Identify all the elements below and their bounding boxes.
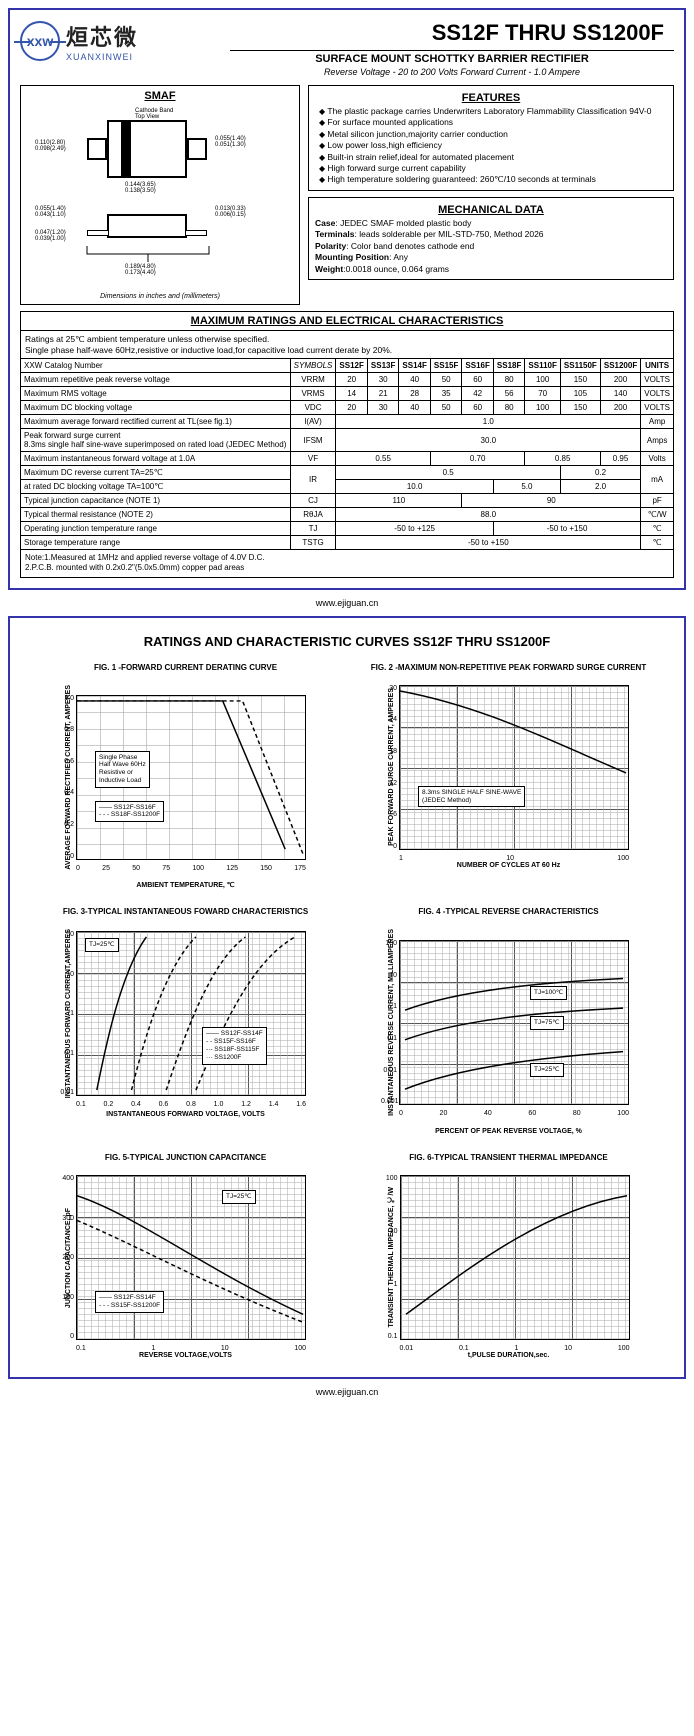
ratings-intro: Ratings at 25℃ ambient temperature unles… <box>20 331 674 358</box>
chart-title: FIG. 2 -MAXIMUM NON-REPETITIVE PEAK FORW… <box>371 663 646 681</box>
chart-title: FIG. 3-TYPICAL INSTANTANEOUS FOWARD CHAR… <box>63 907 308 925</box>
x-ticks: 0255075100125150175 <box>76 865 306 872</box>
y-ticks: 1.00.80.60.40.20 <box>58 695 74 860</box>
chart-6: FIG. 6-TYPICAL TRANSIENT THERMAL IMPEDAN… <box>357 1153 660 1359</box>
logo-cn: 烜芯微 <box>66 20 138 52</box>
x-ticks: 0.10.20.40.60.81.01.21.41.6 <box>76 1101 306 1108</box>
charts-grid: FIG. 1 -FORWARD CURRENT DERATING CURVEAV… <box>20 655 674 1367</box>
footer-1: www.ejiguan.cn <box>0 598 694 608</box>
logo-en: XUANXINWEI <box>66 52 138 62</box>
chart-2: FIG. 2 -MAXIMUM NON-REPETITIVE PEAK FORW… <box>357 663 660 890</box>
chart-plot: TJ=100℃TJ=75℃TJ=25℃ <box>399 940 629 1105</box>
package-panel: SMAF Cathode Band Top View 0.110(2.80) 0… <box>20 85 300 305</box>
logo: xxw 烜芯微 XUANXINWEI <box>20 20 230 62</box>
x-axis-label: INSTANTANEOUS FORWARD VOLTAGE, VOLTS <box>106 1111 265 1118</box>
feature-item: The plastic package carries Underwriters… <box>319 106 667 117</box>
feature-item: High forward surge current capability <box>319 163 667 174</box>
feature-item: Metal silicon junction,majority carrier … <box>319 129 667 140</box>
spec-line: Reverse Voltage - 20 to 200 Volts Forwar… <box>230 67 674 77</box>
x-axis-label: AMBIENT TEMPERATURE, ℃ <box>136 881 234 889</box>
x-ticks: 020406080100 <box>399 1110 629 1117</box>
x-axis-label: PERCENT OF PEAK REVERSE VOLTAGE, % <box>435 1128 582 1135</box>
feature-item: Low power loss,high efficiency <box>319 140 667 151</box>
title-area: SS12F THRU SS1200F SURFACE MOUNT SCHOTTK… <box>230 20 674 77</box>
x-ticks: 0.010.1110100 <box>400 1345 630 1352</box>
chart-plot <box>400 1175 630 1340</box>
features-panel: FEATURES The plastic package carries Und… <box>308 85 674 191</box>
y-ticks: 3024181260 <box>381 685 397 850</box>
x-ticks: 110100 <box>399 855 629 862</box>
header: xxw 烜芯微 XUANXINWEI SS12F THRU SS1200F SU… <box>20 20 674 77</box>
chart-title: FIG. 6-TYPICAL TRANSIENT THERMAL IMPEDAN… <box>409 1153 607 1171</box>
chart-title: FIG. 5-TYPICAL JUNCTION CAPACITANCE <box>105 1153 266 1171</box>
features-title: FEATURES <box>315 90 667 106</box>
y-ticks: 1001010.10.010.001 <box>381 940 397 1105</box>
chart-plot: TJ=25℃—— SS12F-SS14F- - - SS15F-SS1200F <box>76 1175 306 1340</box>
chart-3: FIG. 3-TYPICAL INSTANTANEOUS FOWARD CHAR… <box>34 907 337 1135</box>
chart-title: FIG. 1 -FORWARD CURRENT DERATING CURVE <box>94 663 277 681</box>
footer-2: www.ejiguan.cn <box>0 1387 694 1397</box>
ratings-section: MAXIMUM RATINGS AND ELECTRICAL CHARACTER… <box>20 311 674 331</box>
mech-body: Case: JEDEC SMAF molded plastic body Ter… <box>315 218 667 275</box>
feature-item: Built-in strain relief,ideal for automat… <box>319 152 667 163</box>
feature-item: For surface mounted applications <box>319 117 667 128</box>
feature-item: High temperature soldering guaranteed: 2… <box>319 174 667 185</box>
subtitle: SURFACE MOUNT SCHOTTKY BARRIER RECTIFIER <box>230 53 674 65</box>
spec-table: XXW Catalog NumberSYMBOLSSS12FSS13FSS14F… <box>20 358 674 550</box>
x-axis-label: NUMBER OF CYCLES AT 60 Hz <box>457 862 560 869</box>
mech-title: MECHANICAL DATA <box>315 202 667 218</box>
chart-plot: Single PhaseHalf Wave 60HzResistive orIn… <box>76 695 306 860</box>
dim-note: Dimensions in inches and (millimeters) <box>25 293 295 300</box>
chart-5: FIG. 5-TYPICAL JUNCTION CAPACITANCEJUNCT… <box>34 1153 337 1359</box>
smaf-title: SMAF <box>25 90 295 102</box>
x-axis-label: t,PULSE DURATION,sec. <box>468 1352 550 1359</box>
chart-plot: TJ=25℃—— SS12F-SS14F- - SS15F-SS16F-·- S… <box>76 931 306 1096</box>
curves-title: RATINGS AND CHARACTERISTIC CURVES SS12F … <box>20 628 674 655</box>
chart-plot: 8.3ms SINGLE HALF SINE-WAVE(JEDEC Method… <box>399 685 629 850</box>
main-title: SS12F THRU SS1200F <box>230 20 674 46</box>
y-ticks: 501010.10.01 <box>58 931 74 1096</box>
chart-1: FIG. 1 -FORWARD CURRENT DERATING CURVEAV… <box>34 663 337 890</box>
x-ticks: 0.1110100 <box>76 1345 306 1352</box>
features-list: The plastic package carries Underwriters… <box>315 106 667 186</box>
datasheet-page-1: xxw 烜芯微 XUANXINWEI SS12F THRU SS1200F SU… <box>8 8 686 590</box>
y-ticks: 4003002001000 <box>58 1175 74 1340</box>
package-diagram: Cathode Band Top View 0.110(2.80) 0.098(… <box>25 106 295 291</box>
x-axis-label: REVERSE VOLTAGE,VOLTS <box>139 1352 232 1359</box>
ratings-title: MAXIMUM RATINGS AND ELECTRICAL CHARACTER… <box>21 312 673 330</box>
chart-4: FIG. 4 -TYPICAL REVERSE CHARACTERISTICSI… <box>357 907 660 1135</box>
logo-mark: xxw <box>20 21 60 61</box>
y-ticks: 1001010.1 <box>382 1175 398 1340</box>
mechanical-panel: MECHANICAL DATA Case: JEDEC SMAF molded … <box>308 197 674 280</box>
top-panels: SMAF Cathode Band Top View 0.110(2.80) 0… <box>20 85 674 305</box>
table-notes: Note:1.Measured at 1MHz and applied reve… <box>20 550 674 578</box>
datasheet-page-2: RATINGS AND CHARACTERISTIC CURVES SS12F … <box>8 616 686 1379</box>
chart-title: FIG. 4 -TYPICAL REVERSE CHARACTERISTICS <box>418 907 598 925</box>
